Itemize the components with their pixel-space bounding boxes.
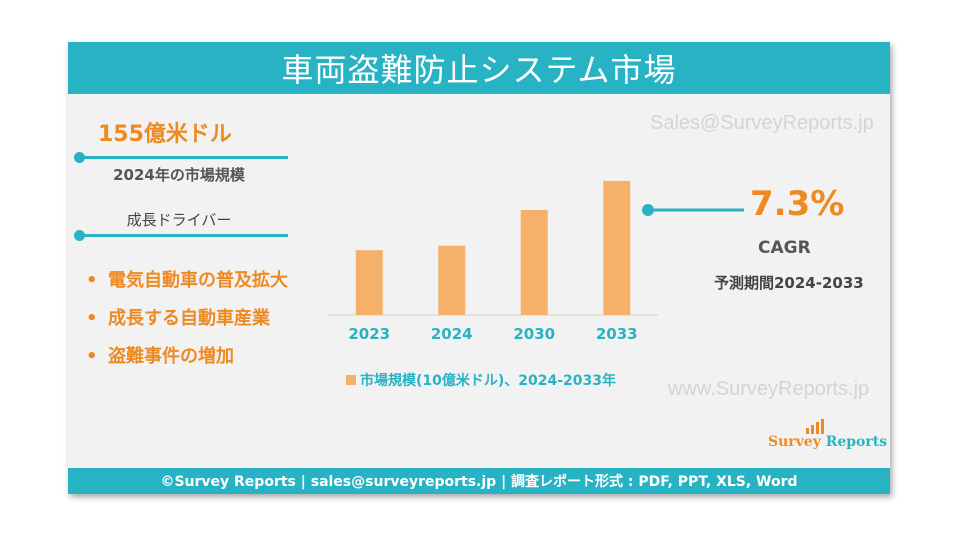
market-size-value: 155億米ドル (98, 122, 232, 147)
driver-text: 盗難事件の増加 (108, 346, 234, 367)
x-tick-label: 2033 (596, 325, 638, 343)
infographic-card: 車両盗難防止システム市場 155億米ドル 2024年の市場規模 成長ドライバー … (68, 42, 890, 494)
driver-item: • 成長する自動車産業 (86, 300, 316, 338)
drivers-divider (78, 234, 288, 237)
cagr-label: CAGR (758, 238, 811, 258)
bar-2030 (520, 209, 548, 315)
bullet-icon: • (86, 270, 98, 291)
watermark-site: www.SurveyReports.jp (668, 378, 870, 400)
driver-item: • 電気自動車の普及拡大 (86, 262, 316, 300)
cagr-connector (642, 204, 744, 216)
bar-2024 (438, 245, 466, 315)
driver-item: • 盗難事件の増加 (86, 338, 316, 376)
survey-reports-logo: Survey Reports (768, 418, 887, 466)
watermark-email: Sales@SurveyReports.jp (650, 112, 874, 134)
x-tick-label: 2023 (348, 325, 390, 343)
bar-chart-icon (806, 419, 824, 434)
x-tick-label: 2024 (431, 325, 473, 343)
bar-2033 (603, 180, 631, 315)
cagr-value: 7.3% (750, 184, 845, 224)
market-size-label: 2024年の市場規模 (113, 166, 245, 184)
forecast-period: 予測期間2024-2033 (714, 274, 864, 292)
chart-legend: 市場規模(10億米ドル)、2024-2033年 (346, 370, 616, 390)
legend-label: 市場規模(10億米ドル)、2024-2033年 (360, 373, 617, 389)
legend-swatch (346, 375, 356, 385)
page-title: 車両盗難防止システム市場 (68, 42, 890, 94)
footer-bar: ©Survey Reports | sales@surveyreports.jp… (68, 468, 890, 494)
x-tick-label: 2030 (513, 325, 555, 343)
bar-2023 (355, 250, 383, 315)
bullet-icon: • (86, 308, 98, 329)
driver-text: 成長する自動車産業 (108, 308, 270, 329)
drivers-label: 成長ドライバー (126, 211, 232, 229)
market-size-divider (78, 156, 288, 159)
bullet-icon: • (86, 346, 98, 367)
bar-chart: 2023 2024 2030 2033 (328, 180, 658, 343)
logo-text: Survey Reports (768, 434, 888, 450)
drivers-list: • 電気自動車の普及拡大 • 成長する自動車産業 • 盗難事件の増加 (86, 262, 316, 376)
driver-text: 電気自動車の普及拡大 (108, 270, 288, 291)
